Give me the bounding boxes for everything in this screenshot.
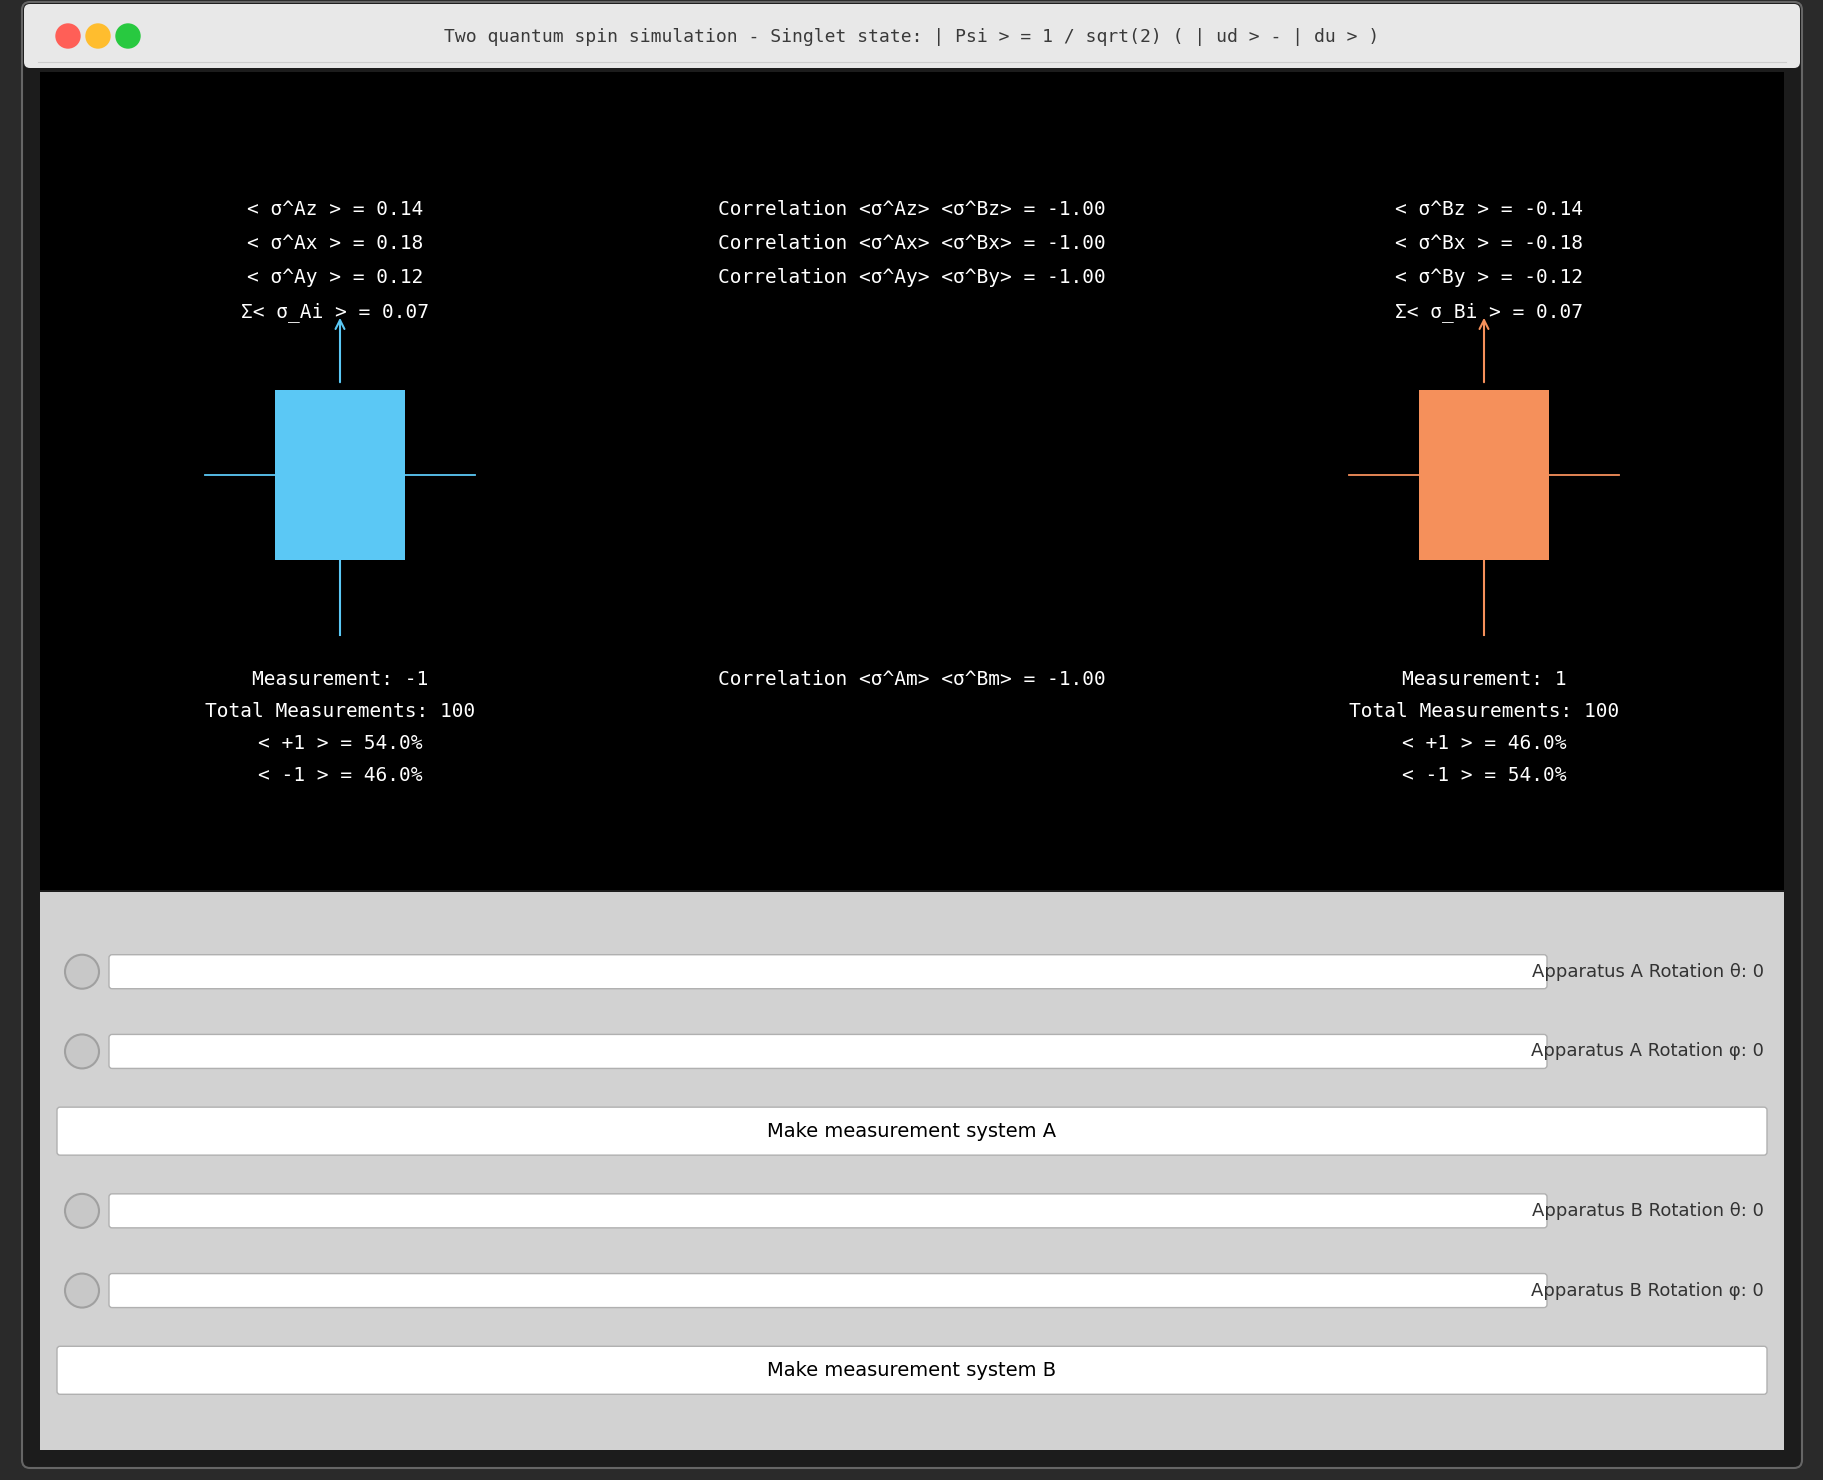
Text: Two quantum spin simulation - Singlet state: | Psi > = 1 / sqrt(2) ( | ud > - | : Two quantum spin simulation - Singlet st…: [445, 28, 1378, 46]
Text: < σ^Ax > = 0.18: < σ^Ax > = 0.18: [246, 234, 423, 253]
Bar: [275, 391, 405, 559]
Text: Total Measurements: 100: Total Measurements: 100: [204, 702, 474, 721]
Text: Σ< σ_Bi > = 0.07: Σ< σ_Bi > = 0.07: [1395, 302, 1582, 323]
Text: < σ^Bz > = -0.14: < σ^Bz > = -0.14: [1395, 200, 1582, 219]
Text: < σ^Az > = 0.14: < σ^Az > = 0.14: [246, 200, 423, 219]
Text: Measurement: -1: Measurement: -1: [252, 670, 428, 690]
Text: Correlation <σ^Ay> <σ^By> = -1.00: Correlation <σ^Ay> <σ^By> = -1.00: [718, 268, 1105, 287]
Text: Apparatus B Rotation θ: 0: Apparatus B Rotation θ: 0: [1531, 1202, 1763, 1220]
FancyBboxPatch shape: [57, 1347, 1766, 1394]
Circle shape: [57, 24, 80, 47]
Bar: [40, 892, 1783, 1450]
Text: Σ< σ_Ai > = 0.07: Σ< σ_Ai > = 0.07: [241, 302, 428, 323]
Bar: [1418, 391, 1548, 559]
Text: Apparatus A Rotation φ: 0: Apparatus A Rotation φ: 0: [1529, 1042, 1763, 1061]
Text: Correlation <σ^Ax> <σ^Bx> = -1.00: Correlation <σ^Ax> <σ^Bx> = -1.00: [718, 234, 1105, 253]
FancyBboxPatch shape: [109, 1035, 1546, 1069]
FancyBboxPatch shape: [24, 4, 1799, 68]
FancyBboxPatch shape: [109, 1274, 1546, 1307]
Text: Measurement: 1: Measurement: 1: [1402, 670, 1566, 690]
FancyBboxPatch shape: [22, 1, 1801, 1468]
Bar: [38, 36, 1785, 62]
Text: < -1 > = 54.0%: < -1 > = 54.0%: [1402, 767, 1566, 784]
Text: Total Measurements: 100: Total Measurements: 100: [1349, 702, 1619, 721]
Circle shape: [86, 24, 109, 47]
Text: < σ^Bx > = -0.18: < σ^Bx > = -0.18: [1395, 234, 1582, 253]
Text: Correlation <σ^Az> <σ^Bz> = -1.00: Correlation <σ^Az> <σ^Bz> = -1.00: [718, 200, 1105, 219]
Text: Apparatus A Rotation θ: 0: Apparatus A Rotation θ: 0: [1531, 962, 1763, 981]
FancyBboxPatch shape: [109, 1194, 1546, 1228]
FancyBboxPatch shape: [57, 1107, 1766, 1156]
Text: < σ^Ay > = 0.12: < σ^Ay > = 0.12: [246, 268, 423, 287]
Text: < -1 > = 46.0%: < -1 > = 46.0%: [257, 767, 421, 784]
Text: < +1 > = 46.0%: < +1 > = 46.0%: [1402, 734, 1566, 753]
Text: Make measurement system A: Make measurement system A: [767, 1122, 1056, 1141]
Circle shape: [66, 1274, 98, 1307]
Text: < +1 > = 54.0%: < +1 > = 54.0%: [257, 734, 421, 753]
Text: < σ^By > = -0.12: < σ^By > = -0.12: [1395, 268, 1582, 287]
Text: Make measurement system B: Make measurement system B: [767, 1360, 1056, 1379]
Text: Correlation <σ^Am> <σ^Bm> = -1.00: Correlation <σ^Am> <σ^Bm> = -1.00: [718, 670, 1105, 690]
Circle shape: [66, 1194, 98, 1228]
Circle shape: [66, 955, 98, 989]
FancyBboxPatch shape: [109, 955, 1546, 989]
Bar: [40, 73, 1783, 889]
Circle shape: [117, 24, 140, 47]
Circle shape: [66, 1035, 98, 1069]
Text: Apparatus B Rotation φ: 0: Apparatus B Rotation φ: 0: [1531, 1282, 1763, 1299]
